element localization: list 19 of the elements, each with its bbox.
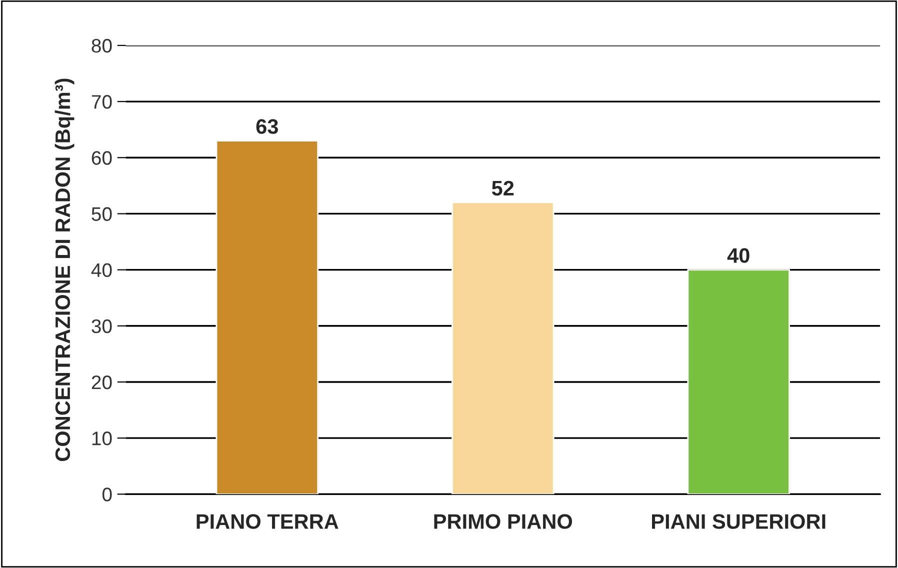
- data-label: 40: [727, 248, 750, 263]
- x-tick-label: PRIMO PIANO: [434, 514, 572, 529]
- y-tick-label: 20: [92, 375, 112, 390]
- y-tick-label: 30: [92, 319, 112, 334]
- y-tick-label: 70: [92, 95, 112, 109]
- data-label: 63: [256, 119, 278, 134]
- y-tick-label: 80: [92, 38, 112, 53]
- bar: [687, 269, 790, 494]
- y-tick-label: 0: [102, 488, 112, 502]
- y-tick-label: 50: [92, 207, 112, 221]
- data-label: 52: [492, 180, 514, 196]
- y-axis-title: CONCENTRAZIONE DI RADON (Bq/m³): [54, 78, 74, 462]
- x-tick-label: PIANI SUPERIORI: [652, 514, 826, 529]
- bar: [216, 140, 319, 494]
- y-tick-label: 40: [91, 263, 112, 278]
- x-tick-label: PIANO TERRA: [196, 514, 338, 529]
- y-tick-label: 10: [92, 432, 112, 446]
- y-tick-label: 60: [92, 151, 112, 165]
- bar: [452, 202, 554, 494]
